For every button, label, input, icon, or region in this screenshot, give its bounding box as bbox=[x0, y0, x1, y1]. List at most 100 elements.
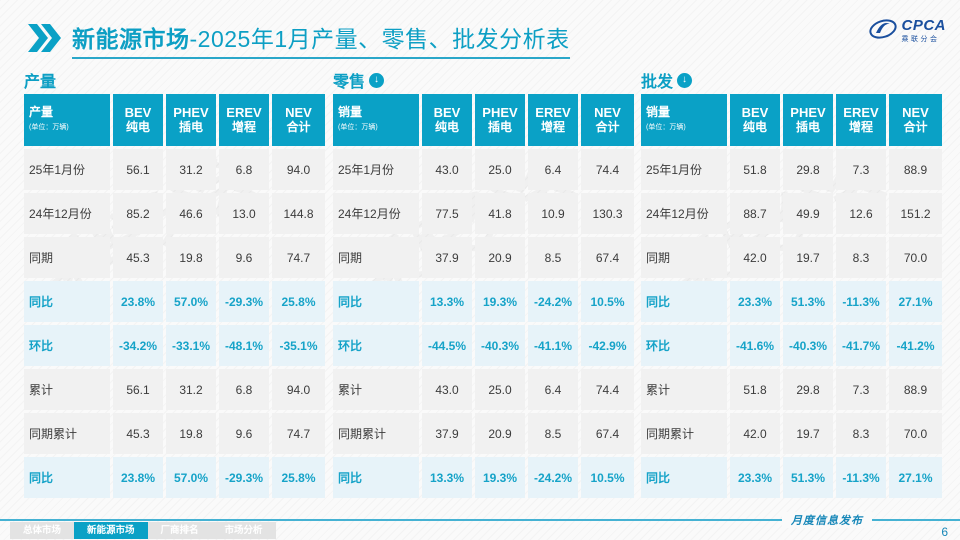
cell-value: 51.3% bbox=[783, 281, 833, 322]
section-wholesale-label: 批发 bbox=[641, 74, 674, 91]
cell-value: 25.8% bbox=[272, 457, 325, 498]
column-header-zh: 插电 bbox=[487, 120, 512, 134]
down-arrow-icon: ↓ bbox=[677, 72, 693, 88]
column-header-en: BEV bbox=[741, 105, 769, 120]
logo-subtext: 乘联分会 bbox=[901, 36, 940, 43]
cell-value: 20.9 bbox=[475, 413, 525, 454]
cell-value: 74.7 bbox=[272, 237, 325, 278]
wholesale-table: 销量 (单位：万辆) BEV 纯电 PHEV 插电 EREV 增程 NEV 合计 25年1月份 51.… bbox=[641, 94, 942, 498]
cell-value: 19.3% bbox=[475, 457, 525, 498]
column-header-zh: 增程 bbox=[231, 120, 256, 134]
cell-value: 88.7 bbox=[730, 193, 780, 234]
nav-tab-3[interactable]: 市场分析 bbox=[211, 522, 276, 539]
row-label: 同期累计 bbox=[333, 413, 419, 454]
cell-value: 13.0 bbox=[219, 193, 269, 234]
row-label: 同期累计 bbox=[24, 413, 110, 454]
cell-value: 49.9 bbox=[783, 193, 833, 234]
cell-value: 56.1 bbox=[113, 149, 163, 190]
cell-value: -24.2% bbox=[528, 457, 578, 498]
cell-value: 43.0 bbox=[422, 369, 472, 410]
cell-value: 151.2 bbox=[889, 193, 942, 234]
cell-value: 85.2 bbox=[113, 193, 163, 234]
cell-value: 6.4 bbox=[528, 369, 578, 410]
cell-value: -40.3% bbox=[475, 325, 525, 366]
cell-value: 9.6 bbox=[219, 237, 269, 278]
column-header-zh: 纯电 bbox=[742, 120, 767, 134]
page-title-bold: 新能源市场 bbox=[72, 26, 190, 52]
cell-value: 10.5% bbox=[581, 281, 634, 322]
cell-value: 43.0 bbox=[422, 149, 472, 190]
row-label: 环比 bbox=[641, 325, 727, 366]
cell-value: 31.2 bbox=[166, 149, 216, 190]
cell-value: -11.3% bbox=[836, 457, 886, 498]
cell-value: -48.1% bbox=[219, 325, 269, 366]
cell-value: 67.4 bbox=[581, 413, 634, 454]
cell-value: 31.2 bbox=[166, 369, 216, 410]
column-header-en: EREV bbox=[843, 105, 879, 120]
retail-table: 销量 (单位：万辆) BEV 纯电 PHEV 插电 EREV 增程 NEV 合计 25年1月份 43.… bbox=[333, 94, 634, 498]
table-corner-title: 销量 bbox=[338, 105, 363, 119]
cell-value: 20.9 bbox=[475, 237, 525, 278]
row-label: 同比 bbox=[333, 281, 419, 322]
cell-value: 13.3% bbox=[422, 281, 472, 322]
row-label: 25年1月份 bbox=[641, 149, 727, 190]
table-corner-title: 产量 bbox=[29, 105, 54, 119]
nav-tab-2[interactable]: 厂商排名 bbox=[147, 522, 212, 539]
page-title: 新能源市场-2025年1月产量、零售、批发分析表 bbox=[72, 20, 570, 59]
row-label: 同比 bbox=[333, 457, 419, 498]
cell-value: 46.6 bbox=[166, 193, 216, 234]
column-header-en: NEV bbox=[902, 105, 929, 120]
column-header: EREV 增程 bbox=[528, 94, 578, 146]
cell-value: -29.3% bbox=[219, 281, 269, 322]
column-header: EREV 增程 bbox=[836, 94, 886, 146]
page-title-row: 新能源市场-2025年1月产量、零售、批发分析表 bbox=[28, 20, 570, 59]
table-corner-unit: (单位：万辆) bbox=[338, 124, 378, 131]
cell-value: 8.5 bbox=[528, 237, 578, 278]
row-label: 同期累计 bbox=[641, 413, 727, 454]
footer-note: 月度信息发布 bbox=[782, 512, 872, 528]
section-production-label: 产量 bbox=[24, 74, 57, 91]
column-header-en: NEV bbox=[285, 105, 312, 120]
cell-value: 29.8 bbox=[783, 149, 833, 190]
cell-value: -33.1% bbox=[166, 325, 216, 366]
cell-value: 70.0 bbox=[889, 413, 942, 454]
row-label: 25年1月份 bbox=[24, 149, 110, 190]
cell-value: 41.8 bbox=[475, 193, 525, 234]
cell-value: 130.3 bbox=[581, 193, 634, 234]
cell-value: 19.8 bbox=[166, 413, 216, 454]
cell-value: 57.0% bbox=[166, 457, 216, 498]
production-table: 产量 (单位：万辆) BEV 纯电 PHEV 插电 EREV 增程 NEV 合计 25年1月份 56.… bbox=[24, 94, 325, 498]
cell-value: 37.9 bbox=[422, 413, 472, 454]
nav-tab-1[interactable]: 新能源市场 bbox=[74, 522, 148, 539]
table-corner-header: 销量 (单位：万辆) bbox=[641, 94, 727, 146]
column-header: NEV 合计 bbox=[272, 94, 325, 146]
row-label: 同比 bbox=[641, 457, 727, 498]
row-label: 同比 bbox=[24, 281, 110, 322]
cell-value: -11.3% bbox=[836, 281, 886, 322]
cell-value: 10.5% bbox=[581, 457, 634, 498]
column-header-en: EREV bbox=[535, 105, 571, 120]
section-production: 产量 产量 (单位：万辆) BEV 纯电 PHEV 插电 EREV 增程 NEV 合计 25年1月份… bbox=[24, 68, 325, 498]
table-corner-header: 销量 (单位：万辆) bbox=[333, 94, 419, 146]
column-header: PHEV 插电 bbox=[475, 94, 525, 146]
cpca-logo-icon bbox=[868, 16, 898, 47]
row-label: 同期 bbox=[24, 237, 110, 278]
cell-value: 7.3 bbox=[836, 369, 886, 410]
cell-value: 8.5 bbox=[528, 413, 578, 454]
cell-value: 23.3% bbox=[730, 457, 780, 498]
row-label: 同比 bbox=[641, 281, 727, 322]
double-chevron-icon bbox=[28, 24, 62, 57]
column-header: NEV 合计 bbox=[889, 94, 942, 146]
nav-tab-0[interactable]: 总体市场 bbox=[10, 522, 75, 539]
cell-value: 19.7 bbox=[783, 237, 833, 278]
cell-value: 27.1% bbox=[889, 281, 942, 322]
cell-value: -34.2% bbox=[113, 325, 163, 366]
cell-value: 94.0 bbox=[272, 369, 325, 410]
column-header: PHEV 插电 bbox=[783, 94, 833, 146]
bottom-nav-tabs: 总体市场 新能源市场 厂商排名 市场分析 bbox=[10, 522, 276, 539]
cell-value: 42.0 bbox=[730, 237, 780, 278]
cell-value: 74.4 bbox=[581, 369, 634, 410]
column-header-zh: 增程 bbox=[848, 120, 873, 134]
cell-value: 8.3 bbox=[836, 237, 886, 278]
cell-value: 6.8 bbox=[219, 149, 269, 190]
